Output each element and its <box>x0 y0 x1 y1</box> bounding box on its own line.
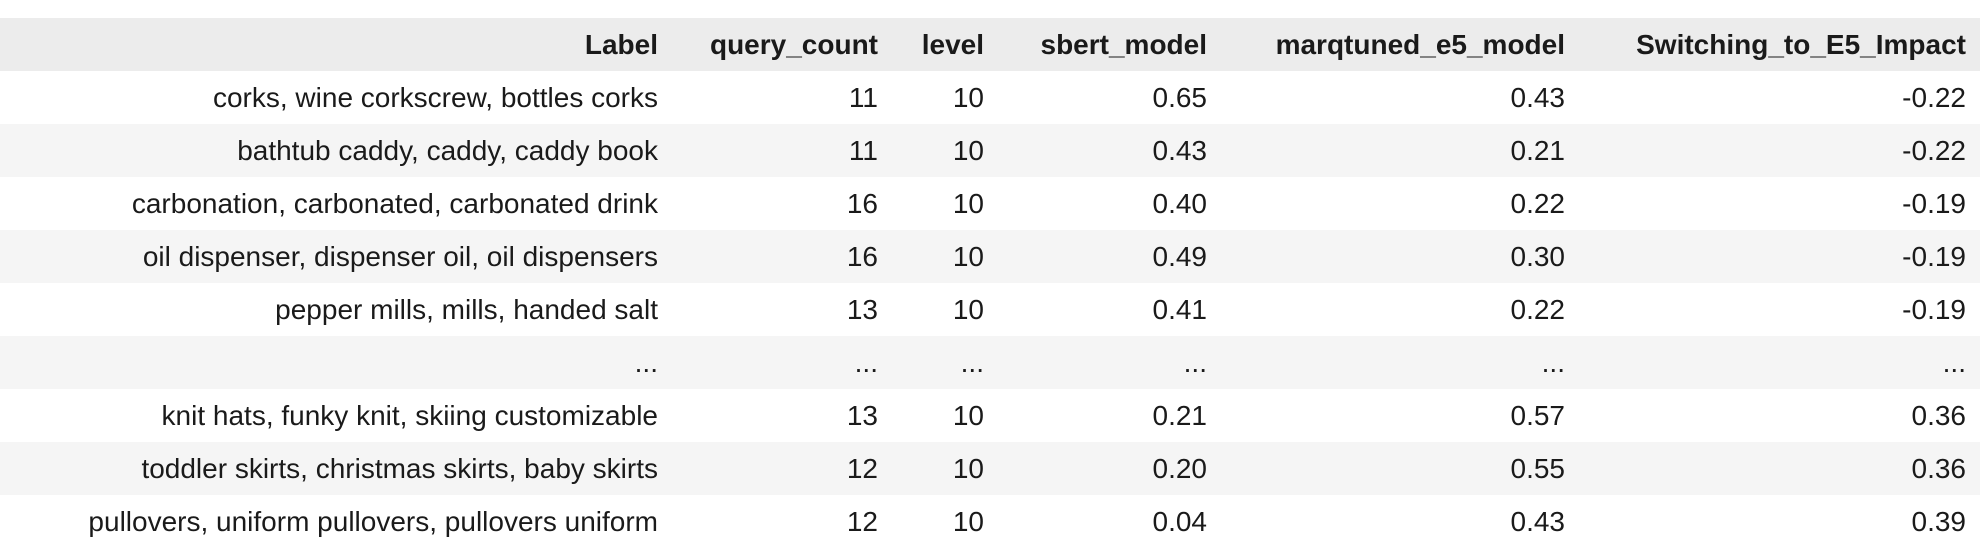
cell-sbert-model: 0.40 <box>1152 188 1208 219</box>
cell-level: 10 <box>952 400 984 431</box>
cell-sbert-model: 0.49 <box>1152 241 1208 272</box>
table-row: corks, wine corkscrew, bottles corks 11 … <box>0 71 1980 124</box>
cell-query-count: 11 <box>848 82 878 113</box>
cell-query-count: 11 <box>848 135 878 166</box>
table-header-row: Label query_count level sbert_model marq… <box>0 18 1980 71</box>
cell-marqtuned-e5-model: ... <box>1541 347 1565 378</box>
cell-sbert-model: ... <box>1183 347 1207 378</box>
cell-level: 10 <box>952 241 984 272</box>
cell-marqtuned-e5-model: 0.30 <box>1510 241 1566 272</box>
cell-marqtuned-e5-model: 0.43 <box>1510 82 1566 113</box>
cell-level: 10 <box>952 82 984 113</box>
cell-sbert-model: 0.21 <box>1152 400 1208 431</box>
cell-sbert-model: 0.65 <box>1152 82 1208 113</box>
cell-label: pullovers, uniform pullovers, pullovers … <box>88 506 658 537</box>
cell-switching-impact: 0.36 <box>1911 400 1967 431</box>
cell-label: bathtub caddy, caddy, caddy book <box>237 135 658 166</box>
cell-marqtuned-e5-model: 0.43 <box>1510 506 1566 537</box>
column-header-switching-impact: Switching_to_E5_Impact <box>1636 29 1966 60</box>
cell-switching-impact: -0.19 <box>1902 241 1966 272</box>
column-header-level: level <box>921 29 984 60</box>
cell-sbert-model: 0.43 <box>1152 135 1208 166</box>
cell-switching-impact: 0.36 <box>1911 453 1967 484</box>
cell-marqtuned-e5-model: 0.55 <box>1510 453 1566 484</box>
column-header-marqtuned-e5-model: marqtuned_e5_model <box>1275 29 1565 60</box>
cell-label: toddler skirts, christmas skirts, baby s… <box>141 453 658 484</box>
cell-level: 10 <box>952 506 984 537</box>
cell-switching-impact: -0.19 <box>1902 188 1966 219</box>
table-row: toddler skirts, christmas skirts, baby s… <box>0 442 1980 495</box>
cell-switching-impact: -0.19 <box>1902 294 1966 325</box>
cell-query-count: 12 <box>846 506 878 537</box>
cell-level: 10 <box>952 135 984 166</box>
table-row: pullovers, uniform pullovers, pullovers … <box>0 495 1980 548</box>
cell-marqtuned-e5-model: 0.22 <box>1510 188 1566 219</box>
table-row-ellipsis: ... ... ... ... ... ... <box>0 336 1980 389</box>
cell-label: ... <box>634 347 658 378</box>
cell-label: pepper mills, mills, handed salt <box>275 294 658 325</box>
cell-query-count: 12 <box>846 453 878 484</box>
cell-switching-impact: -0.22 <box>1902 135 1966 166</box>
cell-sbert-model: 0.04 <box>1152 506 1208 537</box>
cell-label: knit hats, funky knit, skiing customizab… <box>161 400 658 431</box>
table-row: pepper mills, mills, handed salt 13 10 0… <box>0 283 1980 336</box>
cell-sbert-model: 0.41 <box>1152 294 1208 325</box>
cell-marqtuned-e5-model: 0.21 <box>1510 135 1566 166</box>
cell-sbert-model: 0.20 <box>1152 453 1208 484</box>
cell-marqtuned-e5-model: 0.57 <box>1510 400 1566 431</box>
column-header-query-count: query_count <box>709 29 878 60</box>
column-header-label: Label <box>584 29 658 60</box>
cell-switching-impact: -0.22 <box>1902 82 1966 113</box>
cell-level: 10 <box>952 453 984 484</box>
table-row: oil dispenser, dispenser oil, oil dispen… <box>0 230 1980 283</box>
cell-label: oil dispenser, dispenser oil, oil dispen… <box>142 241 658 272</box>
dataframe-table: Label query_count level sbert_model marq… <box>0 18 1980 548</box>
cell-query-count: 13 <box>846 400 878 431</box>
column-header-sbert-model: sbert_model <box>1040 29 1208 60</box>
cell-label: corks, wine corkscrew, bottles corks <box>212 82 658 113</box>
cell-switching-impact: ... <box>1942 347 1966 378</box>
table-row: bathtub caddy, caddy, caddy book 11 10 0… <box>0 124 1980 177</box>
cell-level: ... <box>960 347 984 378</box>
cell-query-count: 16 <box>846 188 878 219</box>
table-row: carbonation, carbonated, carbonated drin… <box>0 177 1980 230</box>
cell-query-count: 13 <box>846 294 878 325</box>
cell-query-count: ... <box>854 347 878 378</box>
table-row: knit hats, funky knit, skiing customizab… <box>0 389 1980 442</box>
cell-switching-impact: 0.39 <box>1911 506 1967 537</box>
cell-marqtuned-e5-model: 0.22 <box>1510 294 1566 325</box>
cell-query-count: 16 <box>846 241 878 272</box>
cell-level: 10 <box>952 188 984 219</box>
cell-level: 10 <box>952 294 984 325</box>
cell-label: carbonation, carbonated, carbonated drin… <box>131 188 658 219</box>
